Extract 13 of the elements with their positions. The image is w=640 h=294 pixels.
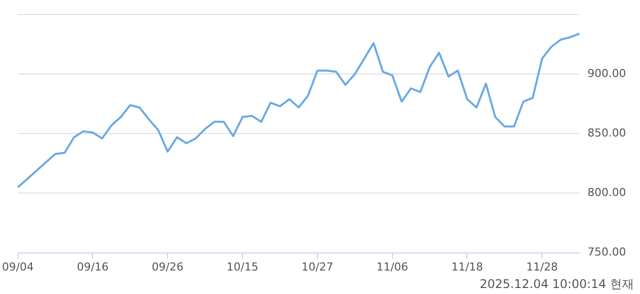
y-tick-label: 850.00	[588, 126, 626, 140]
x-tick-label: 10/15	[226, 260, 258, 274]
x-tick-label: 09/26	[152, 260, 184, 274]
text: 2025.12.04 10:00:14 현재	[480, 276, 634, 293]
x-tick-label: 11/18	[451, 260, 484, 274]
y-tick-label: 900.00	[588, 67, 626, 80]
x-tick-label: 11/06	[376, 260, 408, 274]
x-tick-label: 09/04	[2, 260, 34, 274]
y-tick-label: 750.00	[588, 246, 626, 259]
x-tick-label: 11/28	[526, 260, 558, 274]
x-tick-label: 09/16	[76, 260, 109, 274]
x-tick-label: 10/27	[302, 260, 334, 274]
y-tick-label: 800.00	[588, 186, 626, 200]
